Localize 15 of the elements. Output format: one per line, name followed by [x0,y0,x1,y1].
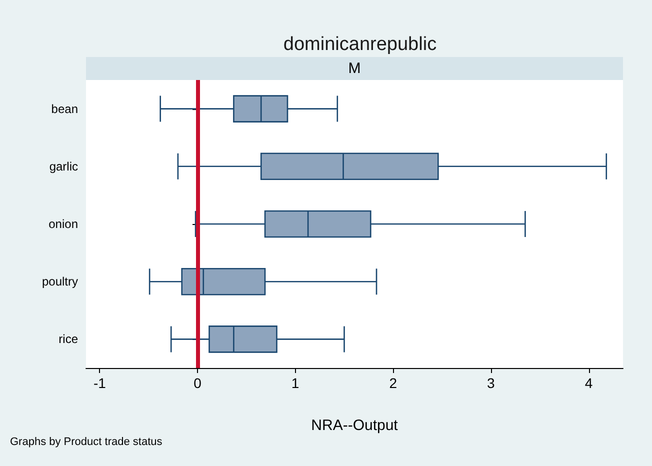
y-tick-label: rice [58,332,78,346]
y-tick-label: garlic [49,159,78,174]
x-axis-title: NRA--Output [311,417,399,434]
x-tick-label: 4 [584,375,593,391]
y-tick-label: bean [51,102,78,116]
y-tick-label: poultry [42,274,78,289]
x-tick-label: 1 [291,375,300,391]
x-tick-label: 2 [389,375,398,391]
y-tick-label: onion [48,217,78,231]
x-tick-label: 3 [487,375,496,391]
text: Graphs by Product trade status [10,436,162,448]
x-tick-label: -1 [93,375,106,391]
chart-subtitle: M [86,57,623,80]
chart-title: dominicanrepublic [283,34,437,55]
x-tick-label: 0 [194,375,202,391]
